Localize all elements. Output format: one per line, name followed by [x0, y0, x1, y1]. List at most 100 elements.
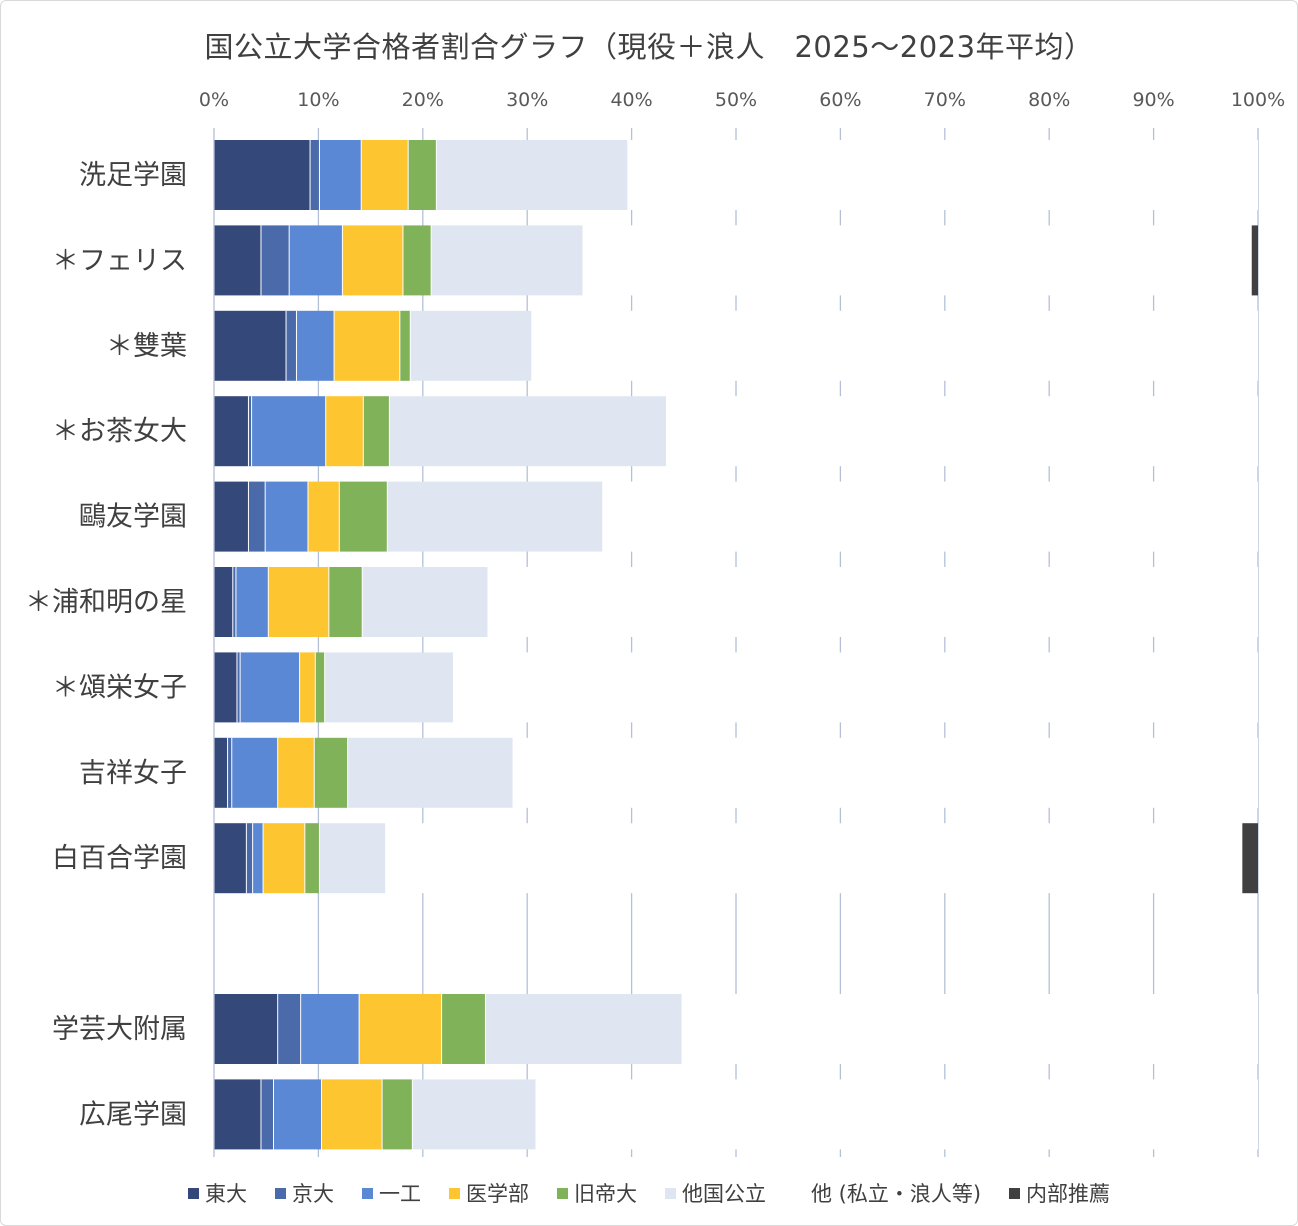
bar-segment — [453, 652, 1258, 723]
legend-item: 他国公立 — [664, 1178, 766, 1208]
bar-segment — [319, 140, 362, 210]
bar-segment — [296, 310, 335, 381]
category-label: ＊お茶女大 — [52, 416, 187, 447]
axis-layer: 0% 10% 20% 30% 40% 50% 60% 70% 80% 90% 100% 洗足学園 ＊フェ… — [25, 89, 1285, 1157]
x-tick-label: 90% — [1132, 89, 1174, 111]
bar-layer — [214, 140, 1258, 1150]
bar-segment — [342, 225, 403, 296]
legend-swatch — [664, 1187, 676, 1199]
bar-segment — [214, 567, 233, 637]
bar-segment — [214, 652, 237, 723]
bar-segment — [260, 1079, 274, 1150]
x-tick-label: 10% — [297, 89, 339, 111]
category-label: ＊浦和明の星 — [25, 587, 187, 618]
legend-swatch — [793, 1187, 805, 1199]
legend-swatch — [274, 1187, 286, 1199]
x-tick-label: 100% — [1231, 89, 1285, 111]
bar-segment — [431, 225, 583, 296]
bar-segment — [251, 396, 326, 467]
bar-segment — [602, 481, 1258, 552]
bar-segment — [300, 994, 360, 1064]
bar-segment — [328, 567, 363, 637]
bar-segment — [363, 396, 390, 467]
legend: 東大 京大 一工 医学部 旧帝大 他国公立 他 (私立・浪人等) 内部推薦 — [0, 1178, 1298, 1208]
bar-segment — [402, 225, 432, 296]
bar-segment — [268, 567, 329, 637]
legend-item: 医学部 — [448, 1178, 529, 1208]
bar-segment — [325, 396, 364, 467]
bar-segment — [1242, 823, 1258, 894]
legend-swatch — [1009, 1187, 1021, 1199]
bar-segment — [214, 225, 261, 296]
bar-segment — [681, 994, 1258, 1064]
legend-label: 他国公立 — [681, 1182, 766, 1206]
category-label: 広尾学園 — [79, 1099, 187, 1130]
category-label: 吉祥女子 — [79, 758, 187, 789]
category-label: 白百合学園 — [52, 843, 187, 874]
bar-segment — [240, 652, 300, 723]
category-label: ＊頌栄女子 — [52, 672, 187, 703]
legend-swatch — [187, 1187, 199, 1199]
legend-label: 東大 — [204, 1182, 247, 1206]
bar-segment — [214, 310, 287, 381]
bar-segment — [385, 823, 1243, 894]
bar-segment — [321, 1079, 383, 1150]
legend-item: 他 (私立・浪人等) — [793, 1178, 982, 1208]
bar-segment — [582, 225, 1252, 296]
bar-segment — [214, 140, 311, 210]
legend-item: 東大 — [187, 1178, 247, 1208]
bar-segment — [214, 994, 278, 1064]
bar-segment — [362, 567, 488, 637]
bar-segment — [627, 140, 1258, 210]
bar-segment — [334, 310, 400, 381]
legend-label: 旧帝大 — [573, 1182, 637, 1206]
bar-segment — [339, 481, 388, 552]
bar-segment — [246, 823, 253, 894]
bar-segment — [214, 823, 247, 894]
bar-segment — [273, 1079, 322, 1150]
bar-segment — [412, 1079, 536, 1150]
legend-swatch — [361, 1187, 373, 1199]
bar-segment — [214, 481, 249, 552]
x-tick-label: 50% — [715, 89, 757, 111]
bar-segment — [410, 310, 532, 381]
legend-item: 内部推薦 — [1009, 1178, 1110, 1208]
legend-label: 他 (私立・浪人等) — [810, 1182, 982, 1206]
bar-segment — [1251, 225, 1258, 296]
category-label: 鷗友学園 — [79, 502, 187, 533]
bar-segment — [512, 737, 1258, 808]
bar-segment — [324, 652, 454, 723]
bar-segment — [277, 737, 315, 808]
bar-segment — [408, 140, 437, 210]
bar-segment — [535, 1079, 1258, 1150]
category-label: ＊雙葉 — [106, 331, 187, 362]
category-label: 洗足学園 — [79, 160, 187, 191]
bar-segment — [232, 567, 236, 637]
bar-segment — [359, 994, 442, 1064]
bar-segment — [304, 823, 320, 894]
bar-segment — [227, 737, 232, 808]
bar-segment — [263, 823, 305, 894]
bar-segment — [214, 1079, 261, 1150]
category-label: 学芸大附属 — [52, 1014, 187, 1045]
bar-segment — [315, 652, 325, 723]
bar-segment — [485, 994, 682, 1064]
chart-title: 国公立大学合格者割合グラフ（現役＋浪人 2025～2023年平均） — [204, 30, 1094, 64]
category-label: ＊フェリス — [52, 245, 187, 276]
bar-segment — [214, 737, 228, 808]
bar-segment — [299, 652, 316, 723]
legend-item: 旧帝大 — [556, 1178, 637, 1208]
bar-segment — [214, 396, 249, 467]
bar-segment — [531, 310, 1258, 381]
bar-segment — [289, 225, 343, 296]
bar-segment — [307, 481, 340, 552]
bar-segment — [399, 310, 411, 381]
bar-segment — [666, 396, 1258, 467]
bar-segment — [236, 652, 241, 723]
legend-label: 京大 — [291, 1182, 334, 1206]
bar-segment — [231, 737, 278, 808]
x-tick-label: 0% — [199, 89, 229, 111]
bar-segment — [319, 823, 386, 894]
bar-segment — [361, 140, 409, 210]
bar-segment — [436, 140, 628, 210]
